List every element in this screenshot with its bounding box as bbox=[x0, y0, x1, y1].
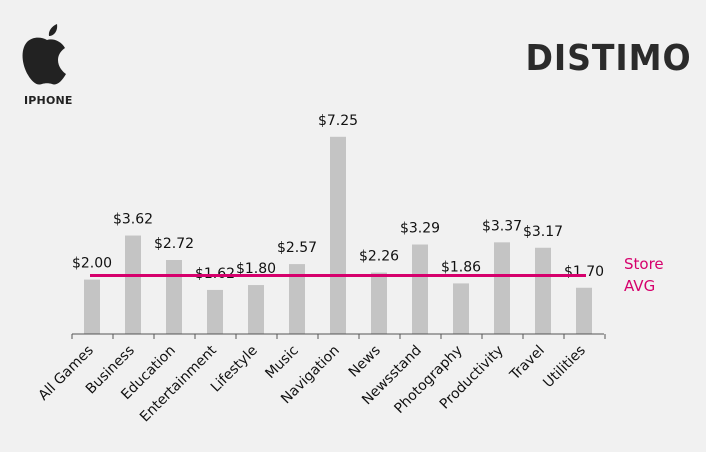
bar-education bbox=[166, 260, 182, 334]
data-label: $1.80 bbox=[236, 261, 276, 277]
data-label: $7.25 bbox=[318, 113, 358, 129]
bar-news bbox=[371, 272, 387, 334]
data-label: $3.17 bbox=[523, 224, 563, 240]
data-label: $2.26 bbox=[359, 249, 399, 265]
bar-lifestyle bbox=[248, 285, 264, 334]
category-label: Utilities bbox=[540, 343, 589, 392]
store-avg-label-line1: Store bbox=[624, 255, 664, 273]
bar-entertainment bbox=[207, 289, 223, 334]
data-label: $1.86 bbox=[441, 259, 481, 275]
category-label: News bbox=[346, 343, 384, 381]
bar-travel bbox=[535, 247, 551, 334]
data-label: $2.57 bbox=[277, 240, 317, 256]
data-label: $2.00 bbox=[72, 256, 112, 272]
bar-newsstand bbox=[412, 244, 428, 334]
platform-label: IPHONE bbox=[24, 94, 73, 107]
data-label: $2.72 bbox=[154, 236, 194, 252]
bar-business bbox=[125, 235, 141, 334]
bar-utilities bbox=[576, 287, 592, 334]
apple-logo-icon bbox=[18, 20, 76, 88]
data-label: $3.37 bbox=[482, 218, 522, 234]
data-label: $1.70 bbox=[564, 264, 604, 280]
bar-productivity bbox=[494, 242, 510, 334]
bar-music bbox=[289, 264, 305, 334]
data-label: $3.29 bbox=[400, 221, 440, 237]
data-label: $3.62 bbox=[113, 212, 153, 228]
store-avg-label-line2: AVG bbox=[624, 277, 656, 295]
category-label: All Games bbox=[35, 343, 96, 404]
bar-all-games bbox=[84, 279, 100, 334]
data-label: $1.62 bbox=[195, 266, 235, 282]
bar-photography bbox=[453, 283, 469, 334]
distimo-brand-logo: DISTIMO bbox=[525, 38, 692, 79]
category-label: Music bbox=[262, 343, 301, 382]
bar-navigation bbox=[330, 136, 346, 334]
